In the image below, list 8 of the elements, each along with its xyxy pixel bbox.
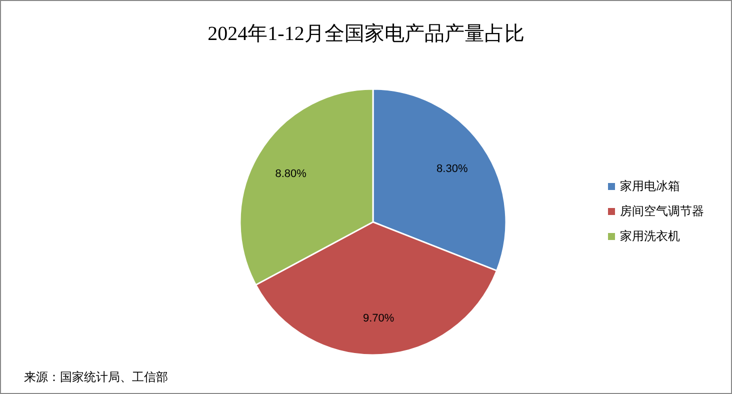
source-note: 来源：国家统计局、工信部 [24, 370, 168, 384]
data-label: 8.80% [275, 168, 307, 180]
data-label: 9.70% [363, 312, 394, 325]
chart-title: 2024年1-12月全国家电产品产量占比 [208, 23, 524, 45]
data-label: 8.30% [436, 163, 468, 176]
legend-label: 家用洗衣机 [620, 229, 680, 243]
legend-label: 房间空气调节器 [620, 204, 704, 218]
legend-label: 家用电冰箱 [620, 179, 680, 193]
